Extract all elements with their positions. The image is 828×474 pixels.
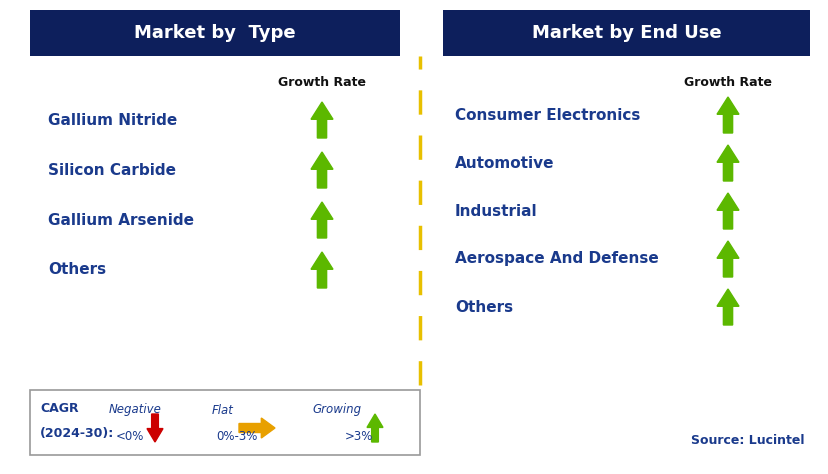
Text: Growth Rate: Growth Rate: [683, 75, 771, 89]
Text: Gallium Nitride: Gallium Nitride: [48, 112, 177, 128]
Text: <0%: <0%: [116, 429, 144, 443]
FancyBboxPatch shape: [442, 10, 809, 56]
Text: Gallium Arsenide: Gallium Arsenide: [48, 212, 194, 228]
Polygon shape: [716, 97, 738, 133]
Text: Consumer Electronics: Consumer Electronics: [455, 108, 639, 122]
Text: Negative: Negative: [108, 403, 161, 417]
Text: >3%: >3%: [344, 429, 373, 443]
Text: Growth Rate: Growth Rate: [277, 75, 365, 89]
Text: Automotive: Automotive: [455, 155, 554, 171]
Polygon shape: [147, 414, 163, 442]
Text: Industrial: Industrial: [455, 203, 537, 219]
Text: Others: Others: [455, 300, 513, 315]
Text: Others: Others: [48, 263, 106, 277]
FancyBboxPatch shape: [30, 390, 420, 455]
FancyBboxPatch shape: [30, 10, 400, 56]
Polygon shape: [310, 102, 333, 138]
Polygon shape: [238, 418, 275, 438]
Text: Silicon Carbide: Silicon Carbide: [48, 163, 176, 177]
Polygon shape: [716, 145, 738, 181]
Text: CAGR: CAGR: [40, 401, 79, 414]
Polygon shape: [716, 193, 738, 229]
Text: Market by  Type: Market by Type: [134, 24, 296, 42]
Polygon shape: [716, 241, 738, 277]
Polygon shape: [367, 414, 383, 442]
Text: Growing: Growing: [312, 403, 361, 417]
Text: Source: Lucintel: Source: Lucintel: [691, 434, 804, 447]
Polygon shape: [716, 289, 738, 325]
Text: (2024-30):: (2024-30):: [40, 428, 114, 440]
Text: Aerospace And Defense: Aerospace And Defense: [455, 252, 658, 266]
Polygon shape: [310, 252, 333, 288]
Polygon shape: [310, 152, 333, 188]
Text: Flat: Flat: [212, 403, 233, 417]
Text: 0%-3%: 0%-3%: [216, 429, 258, 443]
Polygon shape: [310, 202, 333, 238]
Text: Market by End Use: Market by End Use: [531, 24, 720, 42]
